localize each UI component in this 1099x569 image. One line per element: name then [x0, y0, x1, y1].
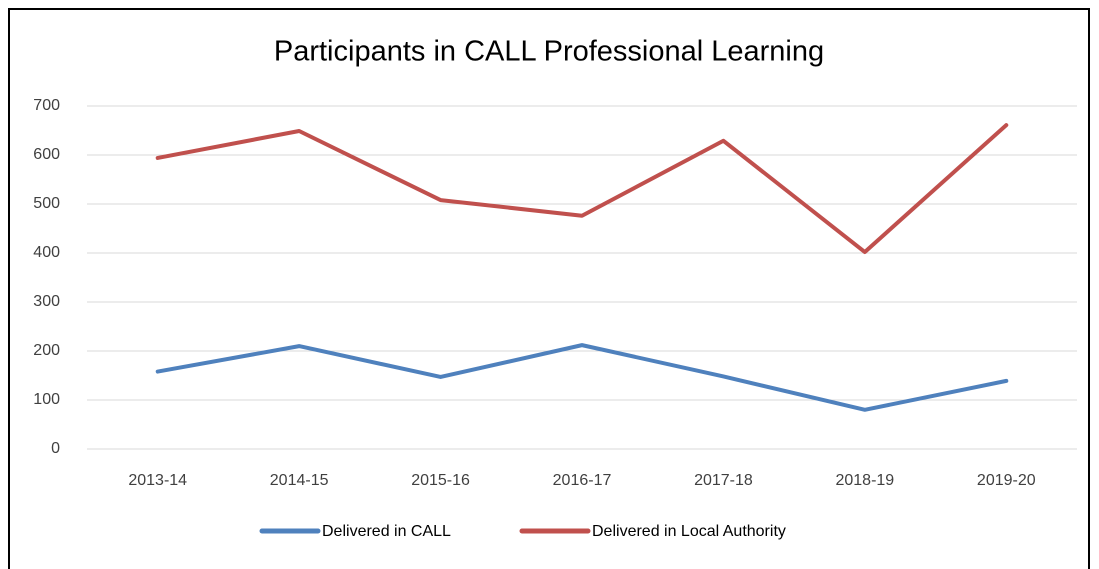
- y-tick-label: 500: [33, 195, 60, 212]
- series-line: [155, 343, 1009, 412]
- x-tick-label: 2017-18: [694, 472, 753, 489]
- y-tick-label: 0: [51, 440, 60, 457]
- x-tick-label: 2015-16: [411, 472, 470, 489]
- y-tick-label: 700: [33, 97, 60, 114]
- x-tick-label: 2018-19: [835, 472, 894, 489]
- x-tick-label: 2013-14: [128, 472, 187, 489]
- y-tick-label: 300: [33, 293, 60, 310]
- y-tick-label: 400: [33, 244, 60, 261]
- chart-border: [8, 8, 1090, 569]
- y-tick-label: 100: [33, 391, 60, 408]
- x-tick-label: 2016-17: [553, 472, 612, 489]
- y-tick-label: 200: [33, 342, 60, 359]
- chart-title: Participants in CALL Professional Learni…: [274, 36, 824, 68]
- x-tick-label: 2014-15: [270, 472, 329, 489]
- y-tick-label: 600: [33, 146, 60, 163]
- legend-label: Delivered in CALL: [322, 523, 451, 540]
- x-tick-label: 2019-20: [977, 472, 1036, 489]
- legend-label: Delivered in Local Authority: [592, 523, 786, 540]
- series-line: [155, 123, 1009, 255]
